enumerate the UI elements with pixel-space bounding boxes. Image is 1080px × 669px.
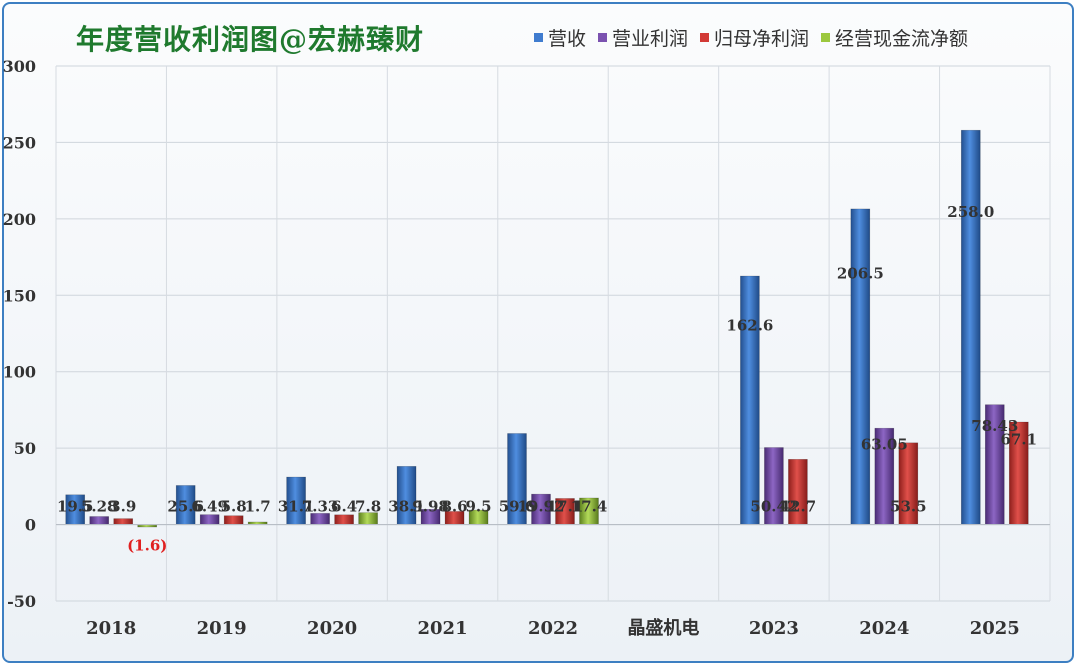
data-label-revenue: 31.1 bbox=[278, 498, 315, 516]
x-tick-label: 2024 bbox=[859, 618, 909, 639]
data-label-revenue: 258.0 bbox=[947, 203, 994, 221]
data-label-operating-profit: 7.33 bbox=[302, 498, 339, 516]
y-tick-label: 50 bbox=[14, 439, 36, 458]
data-label-operating-profit: 78.43 bbox=[971, 417, 1018, 435]
legend-item-revenue: 营收 bbox=[534, 24, 586, 51]
legend-label-net-profit: 归母净利润 bbox=[714, 28, 810, 50]
bar-operating-profit bbox=[199, 514, 220, 525]
y-tick-label: -50 bbox=[7, 592, 36, 611]
legend-label-revenue: 营收 bbox=[548, 28, 587, 50]
data-label-revenue: 59.6 bbox=[499, 498, 536, 516]
chart-labels: 19.55.283.9 (1.6) 25.66.495.81.7 31.17.336.… bbox=[57, 203, 1037, 555]
bar-net-profit bbox=[334, 514, 354, 525]
bar-revenue bbox=[850, 208, 871, 525]
bar-operating-profit bbox=[89, 516, 110, 525]
bar-revenue bbox=[396, 466, 417, 525]
chart-legend: 营收 营业利润 归母净利润 经营现金流净额 bbox=[534, 24, 968, 51]
data-label-revenue: 206.5 bbox=[837, 264, 884, 282]
data-label-operating-profit: 50.42 bbox=[750, 498, 797, 516]
y-tick-label: 300 bbox=[3, 57, 36, 76]
data-label-revenue: 25.6 bbox=[167, 498, 204, 516]
y-tick-label: 100 bbox=[3, 363, 36, 382]
y-tick-label: 150 bbox=[3, 286, 36, 305]
data-label-operating-profit: 5.28 bbox=[81, 498, 118, 516]
x-tick-label: 2018 bbox=[86, 618, 136, 639]
x-tick-label: 2021 bbox=[418, 618, 468, 639]
data-label-revenue: 38.1 bbox=[388, 498, 425, 516]
data-label-operating-profit: 9.98 bbox=[412, 498, 449, 516]
bar-revenue bbox=[740, 275, 760, 525]
legend-item-cashflow: 经营现金流净额 bbox=[821, 24, 968, 51]
x-tick-label: 2022 bbox=[528, 618, 578, 639]
data-label-operating-profit: 63.05 bbox=[861, 435, 908, 453]
data-label-net-profit: 3.9 bbox=[110, 498, 136, 516]
data-label-operating-profit: 19.92 bbox=[518, 498, 565, 516]
legend-swatch-operating-profit bbox=[598, 33, 608, 42]
legend-item-operating-profit: 营业利润 bbox=[598, 24, 688, 51]
data-label-cashflow: (1.6) bbox=[127, 537, 167, 555]
data-label-net-profit: 17.1 bbox=[547, 498, 584, 516]
data-label-net-profit: 42.7 bbox=[780, 498, 817, 516]
data-label-cashflow: 17.4 bbox=[571, 498, 608, 516]
y-tick-label: 250 bbox=[3, 133, 36, 152]
data-label-net-profit: 8.6 bbox=[442, 498, 468, 516]
bar-net-profit bbox=[223, 515, 244, 525]
chart-bars bbox=[65, 129, 1029, 528]
chart-title: 年度营收利润图@宏赫臻财 bbox=[76, 23, 425, 56]
legend-label-operating-profit: 营业利润 bbox=[612, 28, 689, 50]
data-label-cashflow: 9.5 bbox=[466, 498, 492, 516]
data-label-net-profit: 53.5 bbox=[890, 498, 927, 516]
legend-swatch-cashflow bbox=[821, 33, 831, 42]
x-tick-label: 2020 bbox=[307, 618, 357, 639]
legend-label-cashflow: 经营现金流净额 bbox=[835, 28, 969, 50]
x-tick-label: 2025 bbox=[970, 618, 1020, 639]
data-label-net-profit: 6.4 bbox=[331, 498, 357, 516]
data-label-cashflow: 1.7 bbox=[245, 498, 271, 516]
legend-swatch-revenue bbox=[534, 33, 543, 42]
bar-net-profit bbox=[113, 518, 134, 525]
y-tick-label: 200 bbox=[3, 210, 36, 229]
y-tick-label: 0 bbox=[25, 516, 36, 535]
x-tick-label: 晶盛机电 bbox=[627, 617, 699, 639]
chart-axes: -50 0 50 100 150 200 250 300 2018 2019 2020 2021 202… bbox=[3, 57, 1050, 639]
legend-swatch-net-profit bbox=[700, 33, 710, 42]
x-tick-label: 2023 bbox=[749, 618, 799, 639]
data-label-operating-profit: 6.49 bbox=[191, 498, 228, 516]
x-tick-label: 2019 bbox=[197, 618, 247, 639]
bar-revenue bbox=[960, 129, 981, 525]
data-label-cashflow: 7.8 bbox=[355, 498, 381, 516]
data-label-net-profit: 5.8 bbox=[221, 498, 247, 516]
data-label-revenue: 162.6 bbox=[726, 317, 773, 335]
legend-item-net-profit: 归母净利润 bbox=[700, 24, 809, 51]
data-label-revenue: 19.5 bbox=[57, 498, 94, 516]
data-label-net-profit: 67.1 bbox=[1001, 431, 1038, 449]
